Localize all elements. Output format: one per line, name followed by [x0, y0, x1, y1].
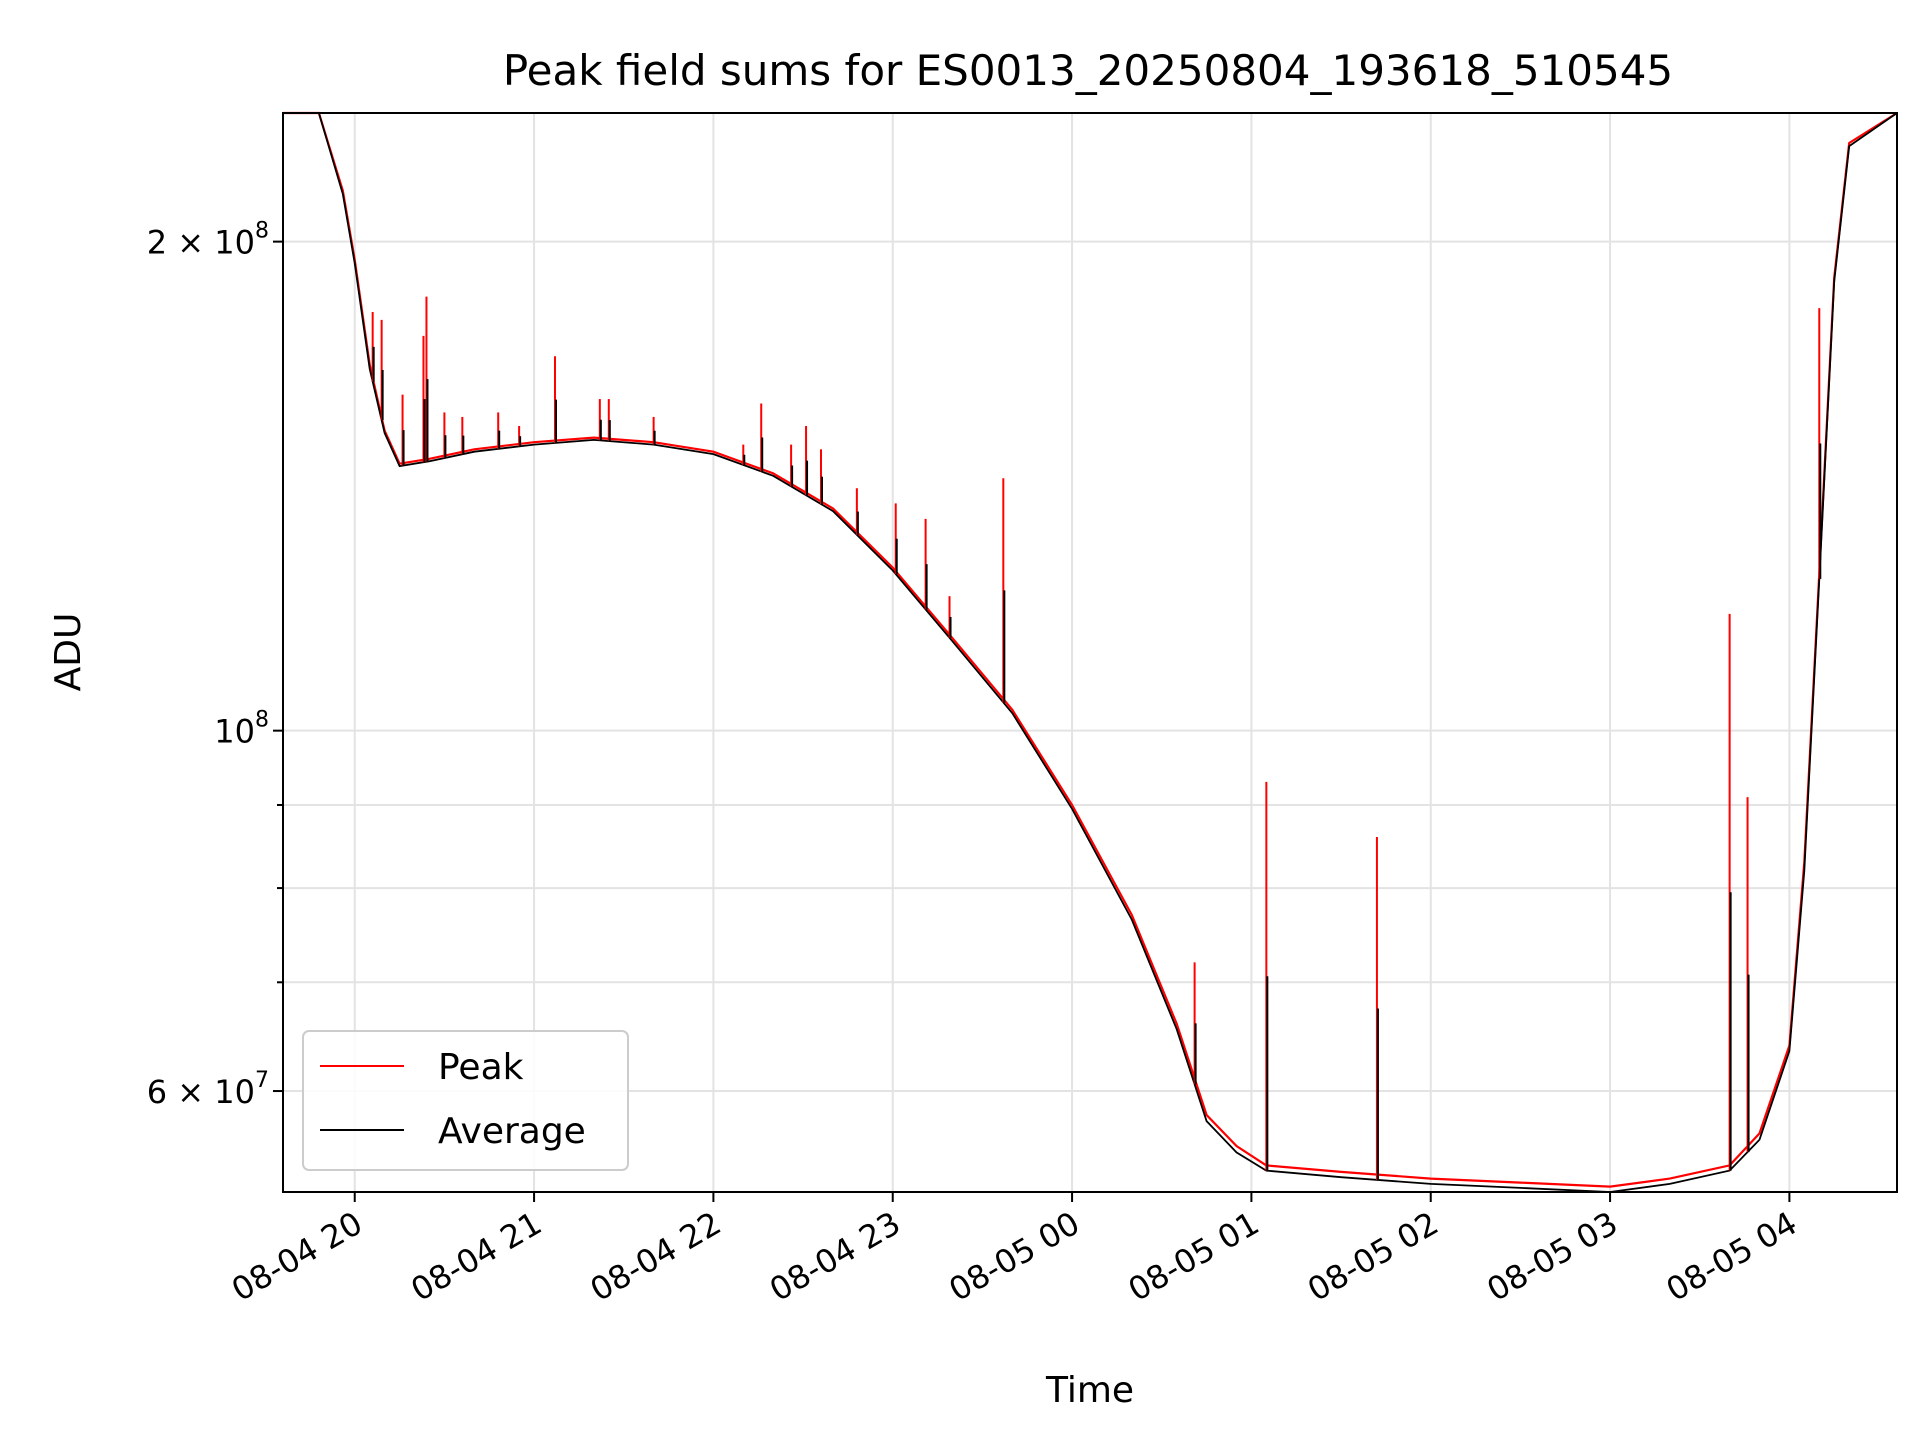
axes-frame [282, 112, 1898, 1193]
series-line-average [283, 112, 1898, 1193]
series-line-peak [283, 111, 1898, 1188]
y-tick-exponent: 7 [255, 1068, 269, 1093]
y-tick-exponent: 8 [255, 219, 269, 244]
x-axis-label: Time [1045, 1370, 1134, 1411]
y-axis-label: ADU [48, 613, 89, 692]
chart-title: Peak field sums for ES0013_20250804_1936… [503, 46, 1673, 95]
y-tick-label: 6 × 10 [147, 1073, 255, 1111]
y-tick-label: 10 [214, 713, 255, 751]
legend: Peak Average [302, 1030, 629, 1171]
legend-label-average: Average [438, 1111, 586, 1152]
y-tick-label: 2 × 10 [147, 224, 255, 262]
legend-label-peak: Peak [438, 1047, 524, 1088]
y-tick-exponent: 8 [255, 708, 269, 733]
plot-area [283, 111, 1898, 1193]
y-axis: 2 × 10 810 86 × 10 7 [147, 219, 283, 1111]
grid [283, 113, 1897, 1192]
